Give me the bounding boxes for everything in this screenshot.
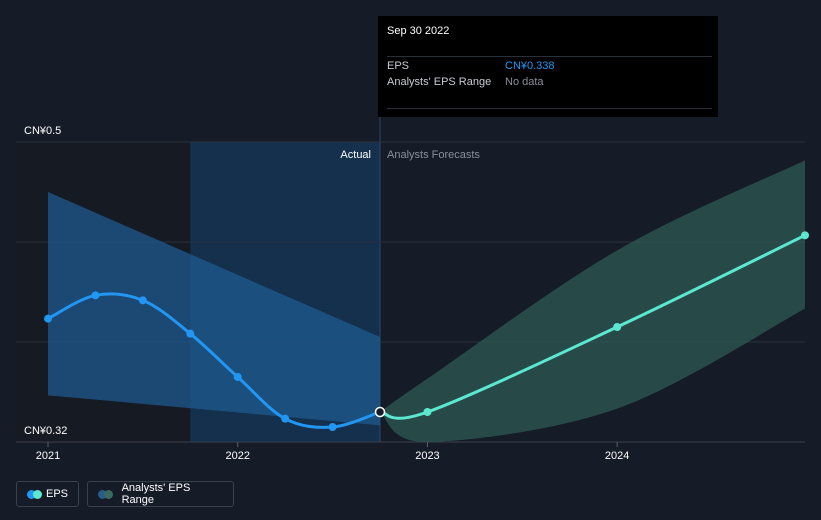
legend-eps-range-label: Analysts' EPS Range: [121, 482, 191, 506]
eps-line-actual: [47, 292, 381, 429]
tooltip: Sep 30 2022 EPS CN¥0.338 Analysts' EPS R…: [378, 16, 718, 117]
y-min-label: CN¥0.32: [24, 425, 67, 437]
eps-range-actual: [48, 192, 381, 426]
eps-lines: [47, 233, 806, 429]
tooltip-row-eps: EPS CN¥0.338: [387, 56, 712, 75]
x-tick-label: 2022: [225, 450, 249, 462]
y-max-label: CN¥0.5: [24, 125, 61, 137]
x-tick-label: 2023: [415, 450, 439, 462]
eps-line-forecast: [379, 233, 806, 420]
eps-point-actual: [91, 291, 100, 300]
tooltip-row-range: Analysts' EPS Range No data: [387, 73, 712, 91]
eps-point-selected: [374, 406, 386, 418]
eps-point-forecast: [801, 231, 809, 240]
tooltip-divider: [387, 108, 712, 109]
eps-point-actual: [44, 314, 52, 323]
x-axis-ticks: 2021 2022 2023 2024: [36, 442, 629, 462]
legend-eps-label: EPS: [45, 488, 68, 500]
x-tick-label: 2024: [605, 450, 629, 462]
eps-range-legend-icon: [98, 489, 114, 499]
tooltip-eps-label: EPS: [387, 60, 410, 72]
chart-labels: CN¥0.5 CN¥0.32 Actual Analysts Forecasts: [24, 125, 480, 437]
tooltip-date: Sep 30 2022: [387, 25, 450, 37]
eps-points: [44, 231, 809, 431]
eps-point-actual: [328, 423, 337, 431]
eps-point-forecast: [613, 323, 622, 331]
eps-range-forecast: [380, 160, 805, 443]
eps-point-actual: [233, 373, 242, 381]
eps-point-actual: [186, 329, 195, 338]
x-tick-label: 2021: [36, 450, 60, 462]
eps-point-actual: [138, 296, 147, 305]
eps-legend-icon: [27, 489, 42, 499]
tooltip-eps-value: CN¥0.338: [505, 60, 555, 72]
tooltip-range-value: No data: [505, 76, 544, 88]
forecast-label: Analysts Forecasts: [387, 149, 480, 161]
eps-point-actual: [281, 414, 290, 423]
tooltip-range-label: Analysts' EPS Range: [387, 76, 492, 88]
actual-label: Actual: [340, 149, 371, 161]
legend-eps[interactable]: EPS: [16, 481, 79, 507]
eps-range-areas: [48, 160, 805, 443]
legend-eps-range[interactable]: Analysts' EPS Range: [87, 481, 234, 507]
eps-point-forecast: [423, 408, 432, 416]
